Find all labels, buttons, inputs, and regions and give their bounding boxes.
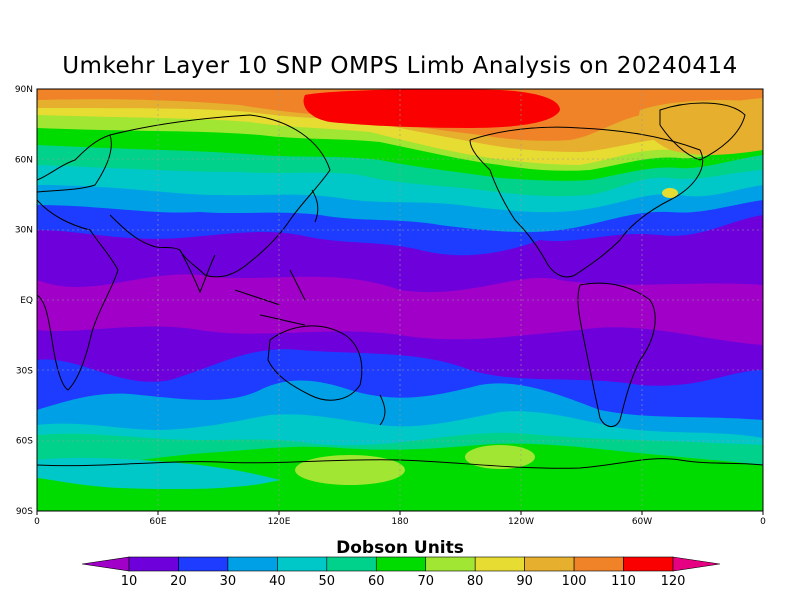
coast-india [179, 249, 216, 294]
colorbar-swatch [623, 556, 674, 572]
colorbar: 10 20 30 40 50 60 70 80 90 100 110 120 [81, 556, 721, 589]
x-tick-label: 0 [760, 517, 766, 527]
coast-japan [311, 189, 319, 223]
coast-north-america [469, 126, 704, 278]
colorbar-level-label: 110 [611, 574, 636, 589]
colorbar-swatch [375, 556, 427, 572]
colorbar-level-label: 10 [121, 574, 138, 589]
graticule [37, 89, 763, 511]
y-tick-label: 90N [15, 85, 33, 95]
band-north-gold-patch [639, 100, 763, 155]
band-antarctic-blob-2 [465, 445, 535, 469]
coast-nz [379, 394, 386, 426]
colorbar-swatch [227, 556, 278, 572]
coastlines [37, 102, 763, 469]
y-tick-label: 60N [15, 155, 33, 165]
y-tick-label: 60S [16, 437, 33, 447]
map-title: Umkehr Layer 10 SNP OMPS Limb Analysis o… [62, 53, 738, 79]
x-tick-label: 60E [149, 517, 166, 527]
band-yellow-blob [662, 188, 678, 198]
colorbar-level-label: 70 [417, 574, 434, 589]
x-tick-label: 180 [391, 517, 408, 527]
colorbar-swatch [326, 556, 377, 572]
colorbar-swatch [524, 556, 575, 572]
band-antarctic-blob-1 [295, 455, 405, 485]
coast-australia [267, 325, 363, 401]
band-antarctic-green [37, 443, 763, 511]
axis-ticks: 0 60E 120E 180 120W 60W 0 90N 60N 30N EQ 30S 60S 90S [15, 85, 766, 527]
colorbar-arrow-low [81, 556, 130, 572]
colorbar-swatch [128, 556, 179, 572]
colorbar-level-label: 20 [170, 574, 187, 589]
coast-south-america [577, 282, 656, 427]
band-south-teal-patch [37, 457, 280, 490]
colorbar-level-label: 90 [516, 574, 533, 589]
colorbar-swatch [277, 556, 328, 572]
x-tick-label: 120E [268, 517, 291, 527]
y-tick-label: 30N [15, 226, 33, 236]
y-tick-label: 30S [16, 366, 33, 376]
colorbar-level-label: 60 [368, 574, 385, 589]
colorbar-swatch [425, 556, 476, 572]
coast-africa [37, 199, 119, 391]
coast-indonesia [234, 269, 306, 326]
band-polar-red [303, 89, 560, 128]
colorbar-level-label: 30 [220, 574, 237, 589]
coast-antarctica [37, 458, 763, 469]
x-tick-label: 0 [34, 517, 40, 527]
colorbar-level-label: 120 [661, 574, 686, 589]
colorbar-swatch [178, 556, 229, 572]
coast-greenland [659, 102, 746, 161]
colorbar-title: Dobson Units [336, 538, 464, 558]
y-tick-label: 90S [16, 507, 33, 517]
colorbar-level-label: 80 [467, 574, 484, 589]
x-tick-label: 60W [632, 517, 652, 527]
colorbar-arrow-high [672, 556, 721, 572]
coast-asia [109, 114, 331, 278]
y-tick-label: EQ [20, 296, 33, 306]
colorbar-swatch [573, 556, 624, 572]
colorbar-level-label: 50 [319, 574, 336, 589]
colorbar-swatch [474, 556, 525, 572]
colorbar-level-label: 40 [269, 574, 286, 589]
x-tick-label: 120W [508, 517, 534, 527]
colorbar-level-label: 100 [562, 574, 587, 589]
